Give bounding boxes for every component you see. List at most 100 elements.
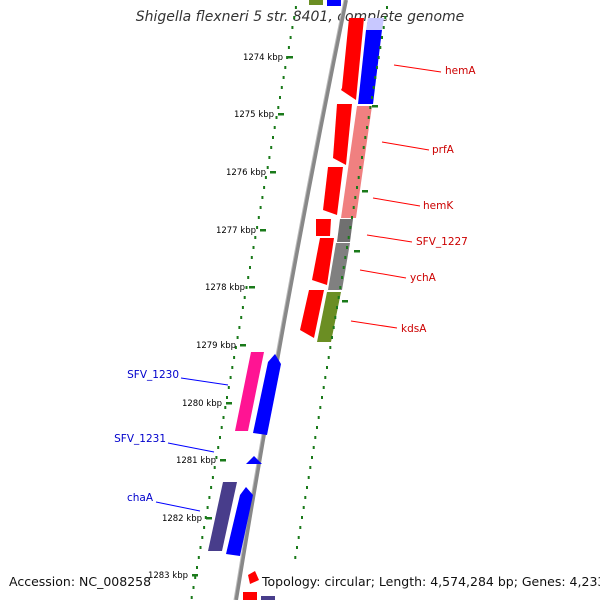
- gene-SFV_1227-arrow: [312, 238, 334, 285]
- guide-dot-right: [317, 416, 320, 419]
- kbp-tick-label: 1283 kbp: [148, 571, 188, 581]
- guide-dot-left: [252, 246, 255, 249]
- guide-dot-left: [206, 506, 209, 509]
- gene-labels: hemA prfA hemK SFV_1227 ychA kdsA SFV_1230 SFV_…: [114, 64, 476, 512]
- gene-SFV_1230-blue-arrow: [253, 354, 281, 435]
- guide-dot-left: [257, 216, 260, 219]
- guide-dot-left: [217, 446, 220, 449]
- guide-dot-left: [264, 176, 267, 179]
- kbp-tick-mark: [240, 344, 246, 347]
- guide-dot-left: [284, 66, 287, 69]
- guide-dot-left: [197, 556, 200, 559]
- guide-dot-left: [201, 536, 204, 539]
- guide-dot-left: [233, 356, 236, 359]
- gene-leader-line: [366, 234, 413, 243]
- gene-olive-kdsA: [317, 292, 341, 342]
- guide-dot-right: [306, 486, 308, 489]
- guide-dot-left: [247, 276, 250, 279]
- guide-dot-right: [337, 296, 340, 299]
- gene-label-ychA[interactable]: ychA: [410, 272, 437, 284]
- kbp-tick-label: 1281 kbp: [176, 456, 216, 466]
- gene-leader-line: [350, 320, 398, 329]
- guide-dot-left: [236, 336, 239, 339]
- guide-dot-right: [369, 106, 372, 109]
- kbp-tick-label: 1279 kbp: [196, 341, 236, 351]
- guide-dot-left: [203, 526, 206, 529]
- guide-dot-right: [352, 206, 355, 209]
- gene-label-prfA[interactable]: prfA: [432, 144, 455, 156]
- kbp-tick-label: 1278 kbp: [205, 283, 245, 293]
- guide-dot-left: [280, 86, 283, 89]
- gene-pink-prfA: [341, 106, 372, 218]
- gene-red-bottom-b: [243, 592, 257, 600]
- guide-dot-right: [314, 436, 317, 439]
- gene-gray-a: [337, 219, 353, 242]
- guide-dot-left: [220, 426, 223, 429]
- gene-chaA-bar: [208, 482, 237, 551]
- kbp-ticks: 1274 kbp 1275 kbp 1276 kbp 1277 kbp 1278 kbp…: [148, 53, 378, 581]
- guide-dot-left: [211, 476, 214, 479]
- guide-dot-left: [273, 126, 276, 129]
- guide-dot-left: [261, 196, 264, 199]
- guide-dot-left: [241, 306, 244, 309]
- guide-dot-left: [227, 386, 230, 389]
- guide-dot-right: [326, 366, 328, 369]
- kbp-tick-mark: [278, 113, 284, 116]
- guide-dot-left: [190, 596, 193, 599]
- gene-label-hemA[interactable]: hemA: [445, 65, 476, 77]
- gene-leader-line: [180, 377, 229, 386]
- gene-hemA-arrow: [341, 18, 364, 100]
- guide-dot-right: [377, 56, 380, 59]
- guide-dot-right: [311, 456, 313, 459]
- guide-dot-left: [204, 516, 207, 519]
- guide-dot-left: [238, 326, 241, 329]
- gene-olive-top: [309, 0, 323, 5]
- guide-dot-left: [263, 186, 266, 189]
- gene-label-SFV_1231[interactable]: SFV_1231: [114, 433, 166, 445]
- guide-dot-right: [312, 446, 315, 449]
- guide-dot-right: [296, 546, 298, 549]
- kbp-tick-label: 1280 kbp: [182, 399, 222, 409]
- gene-label-kdsA[interactable]: kdsA: [401, 323, 427, 335]
- gene-label-SFV_1230[interactable]: SFV_1230: [127, 369, 179, 381]
- gene-label-SFV_1227[interactable]: SFV_1227: [416, 236, 468, 248]
- guide-dot-right: [381, 36, 383, 39]
- guide-dot-right: [371, 96, 373, 99]
- guide-dot-left: [229, 376, 232, 379]
- guide-dot-left: [192, 586, 195, 589]
- guide-dot-right: [346, 246, 348, 249]
- gene-SFV_1230-bar: [235, 352, 264, 431]
- gene-label-chaA[interactable]: chaA: [127, 492, 154, 504]
- guide-dot-right: [322, 386, 325, 389]
- guide-dot-left: [222, 416, 225, 419]
- guide-dot-right: [366, 126, 368, 129]
- guide-dot-right: [367, 116, 370, 119]
- guide-dot-left: [287, 46, 290, 49]
- gene-prfA-arrow: [333, 104, 352, 165]
- gene-leader-line: [155, 501, 201, 512]
- guide-dot-right: [341, 276, 343, 279]
- guide-dot-right: [297, 536, 300, 539]
- dotted-guides: [190, 6, 388, 599]
- guide-dot-left: [270, 146, 273, 149]
- guide-dot-right: [349, 226, 352, 229]
- kbp-tick-mark: [206, 517, 212, 520]
- guide-dot-left: [291, 26, 294, 29]
- guide-dot-left: [240, 316, 243, 319]
- guide-dot-left: [277, 106, 280, 109]
- kbp-tick-mark: [287, 56, 293, 59]
- guide-dot-left: [275, 116, 278, 119]
- gene-label-hemK[interactable]: hemK: [423, 200, 454, 212]
- gene-hemK-arrow: [323, 167, 343, 215]
- guide-dot-left: [219, 436, 221, 439]
- guide-dot-left: [268, 156, 271, 159]
- guide-dot-left: [254, 236, 257, 239]
- gene-blue-a-cap: [366, 18, 384, 30]
- rail-tick-mark: [372, 105, 378, 108]
- guide-dot-right: [356, 186, 358, 189]
- guide-dot-right: [329, 346, 332, 349]
- guide-dot-left: [231, 366, 234, 369]
- guide-dot-right: [382, 26, 385, 29]
- guide-dot-right: [299, 526, 302, 529]
